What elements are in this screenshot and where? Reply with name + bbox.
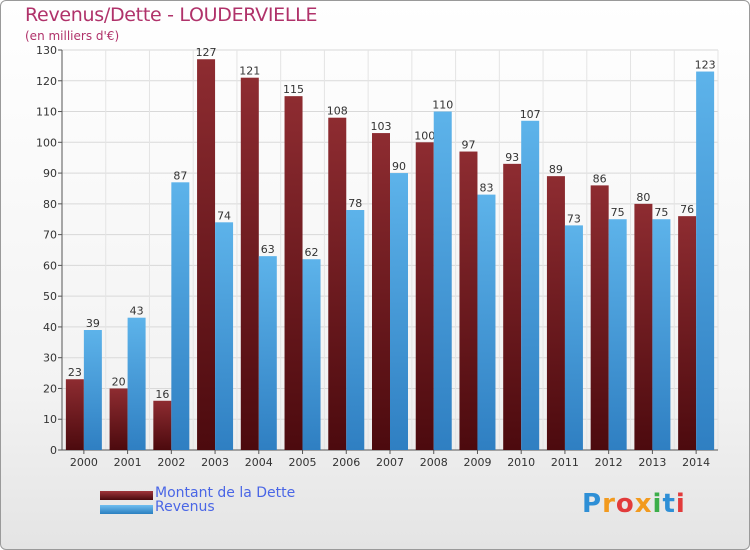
y-tick-label: 120 [36,75,57,88]
bar-dette [372,133,390,451]
legend-swatch-dette [100,491,153,500]
y-tick-label: 50 [43,290,57,303]
bar-revenus [652,219,671,450]
bar-dette [503,163,522,450]
bar-dette [109,388,128,450]
bar-revenus [346,210,365,450]
bar-dette [153,400,172,450]
data-label: 76 [680,203,694,216]
bar-dette [415,142,434,451]
bar-dette [590,185,609,450]
legend-swatch-revenus [100,505,153,514]
x-tick-label: 2000 [70,456,98,469]
bar-dette [328,117,347,450]
data-label: 83 [479,182,493,195]
x-tick-label: 2008 [420,456,448,469]
bar-revenus [564,225,583,450]
chart-title: Revenus/Dette - LOUDERVIELLE [25,4,318,26]
data-label: 73 [567,212,581,225]
y-tick-label: 20 [43,382,57,395]
y-tick-label: 100 [36,136,57,149]
y-tick-label: 40 [43,321,57,334]
legend-label-revenus: Revenus [155,499,215,515]
y-tick-label: 90 [43,167,57,180]
bar-revenus [127,317,146,450]
bar-dette [678,216,697,450]
y-tick-label: 80 [43,198,57,211]
data-label: 107 [520,108,541,121]
data-label: 63 [261,243,275,256]
x-tick-label: 2013 [638,456,666,469]
data-label: 93 [505,151,519,164]
data-label: 121 [239,65,260,78]
data-label: 16 [155,388,169,401]
data-label: 108 [327,105,348,118]
bar-revenus [433,111,452,451]
x-tick-label: 2010 [507,456,535,469]
bar-dette [65,379,84,450]
y-tick-label: 10 [43,413,57,426]
x-tick-label: 2007 [376,456,404,469]
bar-revenus [258,256,277,450]
bar-revenus [83,330,102,450]
x-tick-label: 2004 [245,456,273,469]
y-tick-label: 70 [43,229,57,242]
y-tick-label: 0 [50,444,57,457]
proxiti-logo: Proxiti [582,489,686,519]
x-tick-label: 2005 [289,456,317,469]
data-label: 123 [695,59,716,72]
bar-revenus [696,71,715,451]
x-tick-label: 2006 [332,456,360,469]
chart-subtitle: (en milliers d'€) [25,29,120,43]
x-tick-label: 2012 [595,456,623,469]
data-label: 43 [130,305,144,318]
bar-revenus [390,173,408,451]
data-label: 75 [654,206,668,219]
x-tick-label: 2011 [551,456,579,469]
bar-dette [459,151,478,451]
bar-revenus [608,219,627,450]
data-label: 103 [371,120,392,133]
x-tick-label: 2002 [157,456,185,469]
bar-revenus [477,194,496,450]
bar-revenus [302,259,321,450]
data-label: 39 [86,317,100,330]
data-label: 78 [348,197,362,210]
legend-label-dette: Montant de la Dette [155,485,296,501]
data-label: 75 [611,206,625,219]
data-label: 100 [414,129,435,142]
data-label: 62 [305,246,319,259]
y-tick-label: 130 [36,44,57,57]
data-label: 86 [593,172,607,185]
data-label: 90 [392,160,406,173]
bar-dette [546,176,565,450]
y-tick-label: 30 [43,352,57,365]
data-label: 80 [636,191,650,204]
data-label: 127 [196,46,217,59]
data-label: 115 [283,83,304,96]
y-tick-label: 60 [43,259,57,272]
bar-revenus [171,182,190,451]
x-tick-label: 2009 [463,456,491,469]
x-tick-label: 2014 [682,456,710,469]
y-tick-label: 110 [36,106,57,119]
data-label: 97 [461,139,475,152]
data-label: 23 [68,366,82,379]
bar-dette [240,77,259,450]
data-label: 20 [112,375,126,388]
bar-dette [197,59,216,450]
bar-dette [284,96,303,451]
bar-revenus [215,222,234,450]
data-label: 87 [173,169,187,182]
data-label: 110 [432,99,453,112]
x-tick-label: 2001 [114,456,142,469]
data-label: 74 [217,209,231,222]
data-label: 89 [549,163,563,176]
x-tick-label: 2003 [201,456,229,469]
bar-dette [634,203,653,450]
bar-revenus [521,120,540,451]
